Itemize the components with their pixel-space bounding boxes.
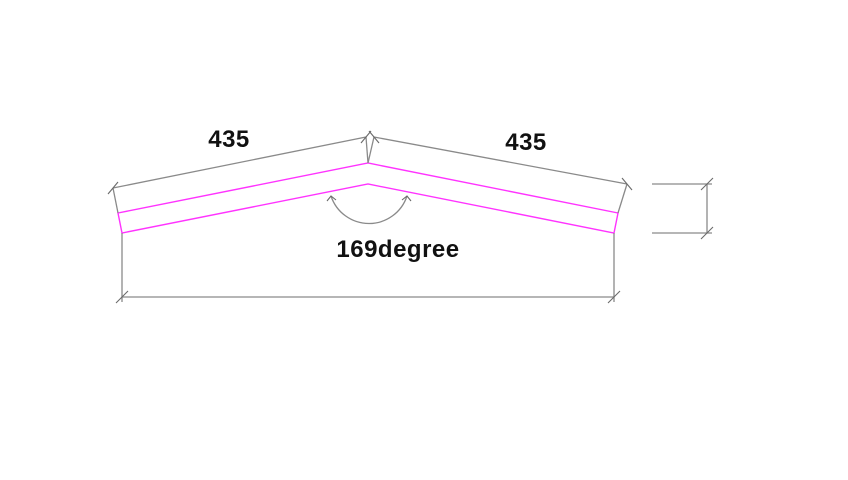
angle-arrow-right [401,195,412,202]
span-dimension [115,233,621,304]
right-dimension-tick-start [368,130,380,144]
left-dimension-line [112,136,367,189]
thickness-tick-bottom [700,226,714,240]
angle-label: 169degree [336,236,459,263]
right-dimension-tick-end [621,177,633,191]
right-length-dimension [367,130,633,214]
thickness-tick-top [700,177,714,191]
right-dimension-line [373,136,628,185]
left-extension-line-apex [365,136,369,164]
left-extension-line-outer [112,187,119,214]
span-tick-right [607,290,621,304]
left-length-dimension [107,130,372,214]
span-tick-left [115,290,129,304]
left-dimension-tick-end [360,130,372,144]
left-dimension-tick-start [107,181,119,195]
angle-arc [330,195,408,225]
right-extension-line-apex [367,136,375,164]
bent-plate-profile [117,162,619,234]
left-length-label: 435 [208,126,250,153]
right-extension-line-outer [617,183,628,214]
angle-indicator [326,195,412,225]
angle-arrow-left [326,195,337,202]
thickness-dimension [652,177,714,240]
right-length-label: 435 [505,129,547,156]
